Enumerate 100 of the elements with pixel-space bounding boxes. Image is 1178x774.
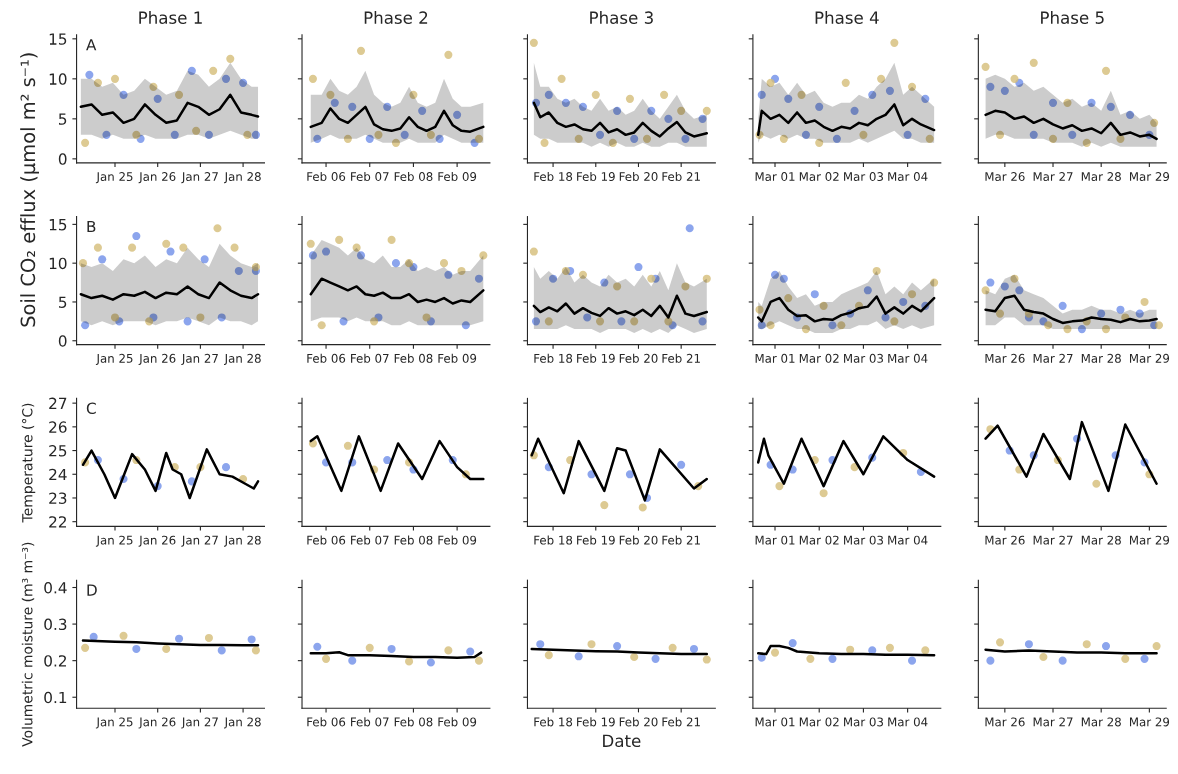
x-tick-label: Feb 09 bbox=[438, 535, 477, 545]
x-tick-label: Feb 08 bbox=[394, 353, 433, 363]
x-tick-label: Mar 04 bbox=[888, 535, 928, 545]
x-tick-label: Mar 01 bbox=[755, 717, 795, 727]
x-tick-label: Feb 06 bbox=[307, 717, 346, 727]
x-tick-label: Feb 06 bbox=[307, 535, 346, 545]
x-tick-label: Mar 27 bbox=[1033, 172, 1073, 182]
x-tick-label: Mar 03 bbox=[844, 717, 883, 727]
x-tick-label: Feb 07 bbox=[351, 717, 389, 727]
x-tick-label: Jan 25 bbox=[95, 172, 133, 184]
x-tick-label: Mar 03 bbox=[844, 535, 883, 545]
annotation: C bbox=[86, 402, 96, 415]
x-tick-label: Feb 19 bbox=[577, 171, 615, 182]
annotation: B bbox=[87, 220, 96, 233]
x-tick-label: Mar 01 bbox=[755, 172, 795, 182]
x-tick-label: Feb 18 bbox=[534, 353, 573, 363]
x-tick-label: Mar 29 bbox=[1129, 353, 1170, 363]
x-tick-label: Jan 28 bbox=[223, 353, 261, 365]
y-tick-label: 10 bbox=[49, 73, 67, 85]
x-tick-label: Feb 08 bbox=[394, 535, 433, 545]
x-tick-label: Mar 28 bbox=[1081, 172, 1121, 182]
x-tick-label: Jan 27 bbox=[181, 717, 218, 729]
x-axis-title: Date bbox=[603, 734, 641, 748]
x-tick-label: Mar 27 bbox=[1033, 717, 1073, 727]
x-tick-label: Mar 29 bbox=[1129, 172, 1170, 182]
y-axis-title: Temperature (°C) bbox=[21, 403, 36, 523]
x-tick-label: Feb 19 bbox=[577, 353, 615, 363]
x-tick-label: Mar 04 bbox=[888, 353, 928, 363]
y-tick-label: 5 bbox=[59, 296, 67, 308]
x-tick-label: Feb 07 bbox=[351, 353, 389, 363]
x-tick-label: Feb 20 bbox=[619, 171, 658, 182]
annotation: A bbox=[86, 39, 97, 51]
chart-title: Phase 5 bbox=[1041, 11, 1104, 24]
x-tick-label: Feb 09 bbox=[438, 717, 477, 727]
x-tick-label: Mar 04 bbox=[888, 717, 928, 727]
y-tick-label: 0 bbox=[58, 153, 67, 165]
x-tick-label: Jan 25 bbox=[95, 353, 133, 365]
chart-title: Phase 2 bbox=[364, 11, 428, 24]
x-tick-label: Mar 02 bbox=[799, 717, 839, 727]
y-tick-label: 23 bbox=[49, 492, 67, 504]
x-tick-label: Jan 26 bbox=[138, 535, 176, 547]
x-tick-label: Feb 21 bbox=[662, 717, 700, 727]
x-tick-label: Mar 27 bbox=[1033, 353, 1073, 363]
x-tick-label: Jan 27 bbox=[181, 535, 218, 547]
y-tick-label: 0.2 bbox=[44, 655, 67, 667]
x-tick-label: Jan 28 bbox=[223, 535, 261, 547]
y-tick-label: 22 bbox=[49, 516, 67, 528]
x-tick-label: Jan 26 bbox=[138, 172, 176, 184]
x-tick-label: Mar 28 bbox=[1081, 353, 1121, 363]
x-tick-label: Feb 19 bbox=[577, 535, 615, 545]
y-tick-label: 24 bbox=[49, 468, 67, 481]
x-tick-label: Mar 27 bbox=[1033, 535, 1073, 545]
x-tick-label: Mar 02 bbox=[799, 353, 839, 363]
x-tick-label: Feb 18 bbox=[534, 717, 573, 727]
x-tick-label: Mar 26 bbox=[985, 353, 1025, 363]
x-tick-label: Jan 27 bbox=[181, 172, 218, 184]
y-axis-title: Volumetric moisture (m³ m⁻³) bbox=[21, 542, 35, 747]
y-tick-label: 10 bbox=[49, 257, 67, 270]
y-tick-label: 0.3 bbox=[44, 618, 67, 631]
x-tick-label: Feb 21 bbox=[662, 535, 700, 545]
x-tick-label: Feb 20 bbox=[619, 717, 658, 727]
y-axis-title: Soil CO₂ efflux (μmol m² s⁻¹) bbox=[20, 53, 39, 327]
y-tick-label: 0.4 bbox=[44, 581, 67, 594]
x-tick-label: Mar 04 bbox=[888, 172, 928, 182]
x-tick-label: Mar 02 bbox=[799, 535, 839, 545]
y-tick-label: 27 bbox=[49, 397, 67, 409]
x-tick-label: Mar 03 bbox=[844, 172, 883, 182]
x-tick-label: Mar 29 bbox=[1129, 717, 1170, 727]
x-tick-label: Feb 19 bbox=[577, 717, 615, 727]
y-tick-label: 0 bbox=[58, 335, 67, 347]
y-tick-label: 26 bbox=[49, 421, 67, 433]
x-tick-label: Feb 08 bbox=[394, 171, 433, 182]
x-tick-label: Feb 06 bbox=[307, 171, 346, 182]
y-tick-label: 0.1 bbox=[44, 691, 67, 704]
x-tick-label: Mar 01 bbox=[755, 535, 795, 545]
x-tick-label: Mar 26 bbox=[985, 172, 1025, 182]
x-tick-label: Feb 20 bbox=[619, 535, 658, 545]
x-tick-label: Feb 21 bbox=[662, 171, 700, 182]
x-tick-label: Feb 21 bbox=[662, 353, 700, 363]
x-tick-label: Mar 28 bbox=[1081, 535, 1121, 545]
x-tick-label: Mar 26 bbox=[985, 535, 1025, 545]
x-tick-label: Feb 07 bbox=[351, 171, 389, 182]
x-tick-label: Mar 03 bbox=[844, 353, 883, 363]
chart-title: Phase 4 bbox=[815, 11, 879, 24]
x-tick-label: Feb 06 bbox=[307, 353, 346, 363]
x-tick-label: Mar 26 bbox=[985, 717, 1025, 727]
y-tick-label: 15 bbox=[49, 219, 67, 231]
x-tick-label: Jan 25 bbox=[95, 535, 133, 547]
x-tick-label: Feb 18 bbox=[534, 171, 573, 182]
x-tick-label: Mar 28 bbox=[1081, 717, 1121, 727]
chart-title: Phase 1 bbox=[139, 11, 202, 24]
y-tick-label: 5 bbox=[59, 113, 67, 125]
x-tick-label: Jan 27 bbox=[181, 353, 218, 365]
chart-title: Phase 3 bbox=[590, 11, 653, 24]
x-tick-label: Jan 26 bbox=[138, 353, 176, 365]
x-tick-label: Jan 25 bbox=[95, 717, 133, 729]
x-tick-label: Jan 28 bbox=[223, 172, 261, 184]
x-tick-label: Feb 07 bbox=[351, 535, 389, 545]
x-tick-label: Feb 09 bbox=[438, 171, 477, 182]
y-tick-label: 25 bbox=[49, 445, 67, 457]
